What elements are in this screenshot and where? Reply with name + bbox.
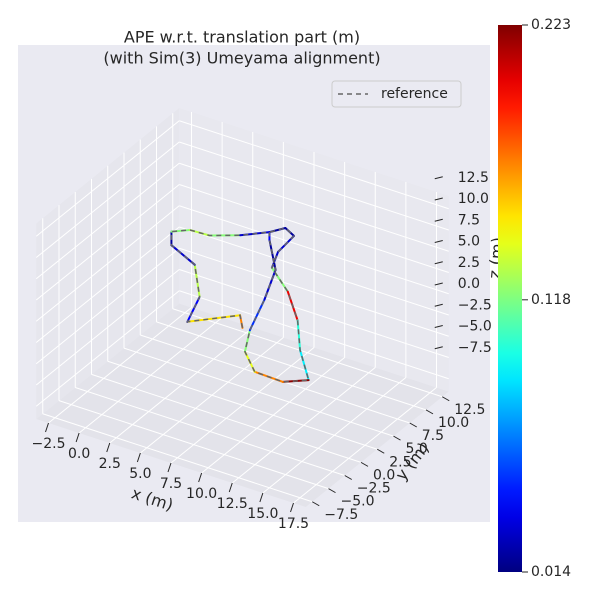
x-tick-label: 5.0 [129,466,151,482]
z-tick-label: 7.5 [458,212,480,228]
x-tick-label: 2.5 [99,456,121,472]
z-tick-label: 2.5 [458,255,480,271]
z-tick-label: −7.5 [458,340,492,356]
chart-subtitle: (with Sim(3) Umeyama alignment) [103,49,380,68]
colorbar-tick-label: 0.223 [531,17,571,33]
z-tick-label: 12.5 [458,170,489,186]
z-tick-label: 0.0 [458,276,480,292]
y-tick-label: 12.5 [454,402,485,418]
colorbar [498,25,522,572]
x-tick-label: 12.5 [217,496,248,512]
z-tick-label: 5.0 [458,234,480,250]
colorbar-tick-label: 0.118 [531,292,571,308]
x-tick-label: 15.0 [247,506,278,522]
chart-title: APE w.r.t. translation part (m) [124,28,360,47]
colorbar-tick-label: 0.014 [531,564,571,580]
x-tick-label: −2.5 [32,436,66,452]
x-tick-label: 10.0 [186,486,217,502]
x-tick-label: 0.0 [68,446,90,462]
x-tick-label: 17.5 [278,516,309,532]
z-tick-label: −5.0 [458,319,492,335]
z-tick-label: 10.0 [458,191,489,207]
x-tick-label: 7.5 [160,476,182,492]
z-tick-label: −2.5 [458,297,492,313]
legend-label: reference [381,86,448,102]
